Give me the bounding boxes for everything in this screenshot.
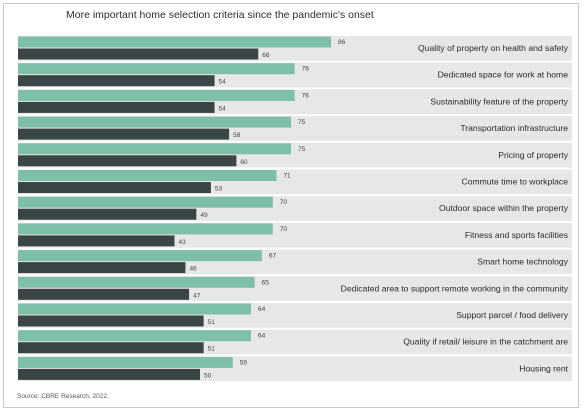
bar-series-a <box>18 36 332 48</box>
data-label-series-b: 50 <box>204 372 212 379</box>
data-label-series-b: 60 <box>240 159 248 166</box>
data-label-series-a: 65 <box>262 279 270 286</box>
bar-series-b <box>18 75 215 87</box>
chart-title: More important home selection criteria s… <box>66 9 374 21</box>
category-label: Sustainability feature of the property <box>430 96 568 106</box>
category-label: Fitness and sports facilities <box>465 230 568 240</box>
bar-series-a <box>18 196 273 208</box>
category-label: Smart home technology <box>477 257 568 267</box>
category-label: Commute time to workplace <box>461 177 568 187</box>
category-label: Support parcel / food delivery <box>456 310 568 320</box>
bar-series-b <box>18 128 230 140</box>
bar-series-b <box>18 368 200 380</box>
data-label-series-a: 75 <box>298 146 306 153</box>
category-label: Quality of property on health and safety <box>418 43 569 53</box>
bar-series-a <box>18 143 291 155</box>
category-label: Housing rent <box>519 363 568 373</box>
data-label-series-a: 86 <box>338 39 346 46</box>
source-note: Source: CBRE Research, 2022. <box>17 393 109 400</box>
bar-series-a <box>18 170 277 181</box>
bar-series-b <box>18 208 197 220</box>
category-label: Outdoor space within the property <box>439 203 569 213</box>
data-label-series-a: 75 <box>298 119 306 126</box>
bar-series-b <box>18 342 204 354</box>
bar-series-b <box>18 262 186 274</box>
bar-series-b <box>18 48 259 60</box>
data-label-series-b: 53 <box>215 186 223 193</box>
data-label-series-a: 71 <box>283 173 291 180</box>
bar-series-a <box>18 89 295 101</box>
category-label: Dedicated area to support remote working… <box>341 283 569 293</box>
data-label-series-b: 43 <box>179 239 187 246</box>
data-label-series-a: 67 <box>269 253 277 260</box>
bar-series-b <box>18 182 211 193</box>
data-label-series-a: 64 <box>258 306 266 313</box>
category-label: Pricing of property <box>498 150 568 160</box>
bar-series-b <box>18 101 215 113</box>
bar-series-a <box>18 223 273 235</box>
bar-series-a <box>18 276 255 288</box>
data-label-series-a: 59 <box>240 359 248 366</box>
category-label: Dedicated space for work at home <box>438 70 569 80</box>
bar-series-b <box>18 235 175 247</box>
data-label-series-b: 47 <box>193 292 201 299</box>
data-label-series-a: 76 <box>302 92 310 99</box>
bar-series-a <box>18 303 251 315</box>
data-label-series-b: 46 <box>189 266 197 273</box>
bar-series-a <box>18 116 291 128</box>
data-label-series-a: 70 <box>280 199 288 206</box>
bar-series-a <box>18 356 233 368</box>
data-label-series-b: 54 <box>219 105 227 112</box>
data-label-series-a: 64 <box>258 333 266 340</box>
data-label-series-b: 51 <box>208 346 216 353</box>
data-label-series-a: 76 <box>302 66 310 73</box>
data-label-series-b: 58 <box>233 132 241 139</box>
bar-series-b <box>18 315 204 327</box>
data-label-series-a: 70 <box>280 226 288 233</box>
data-label-series-b: 54 <box>219 79 227 86</box>
data-label-series-b: 49 <box>200 212 208 219</box>
bar-series-b <box>18 288 190 300</box>
data-label-series-b: 51 <box>208 319 216 326</box>
bar-series-b <box>18 155 237 167</box>
category-label: Quality if retail/ leisure in the catchm… <box>403 337 568 347</box>
category-label: Transportation infrastructure <box>460 123 568 133</box>
bar-series-a <box>18 330 251 342</box>
bar-series-a <box>18 63 295 75</box>
data-label-series-b: 66 <box>262 52 270 59</box>
bar-series-a <box>18 250 262 262</box>
